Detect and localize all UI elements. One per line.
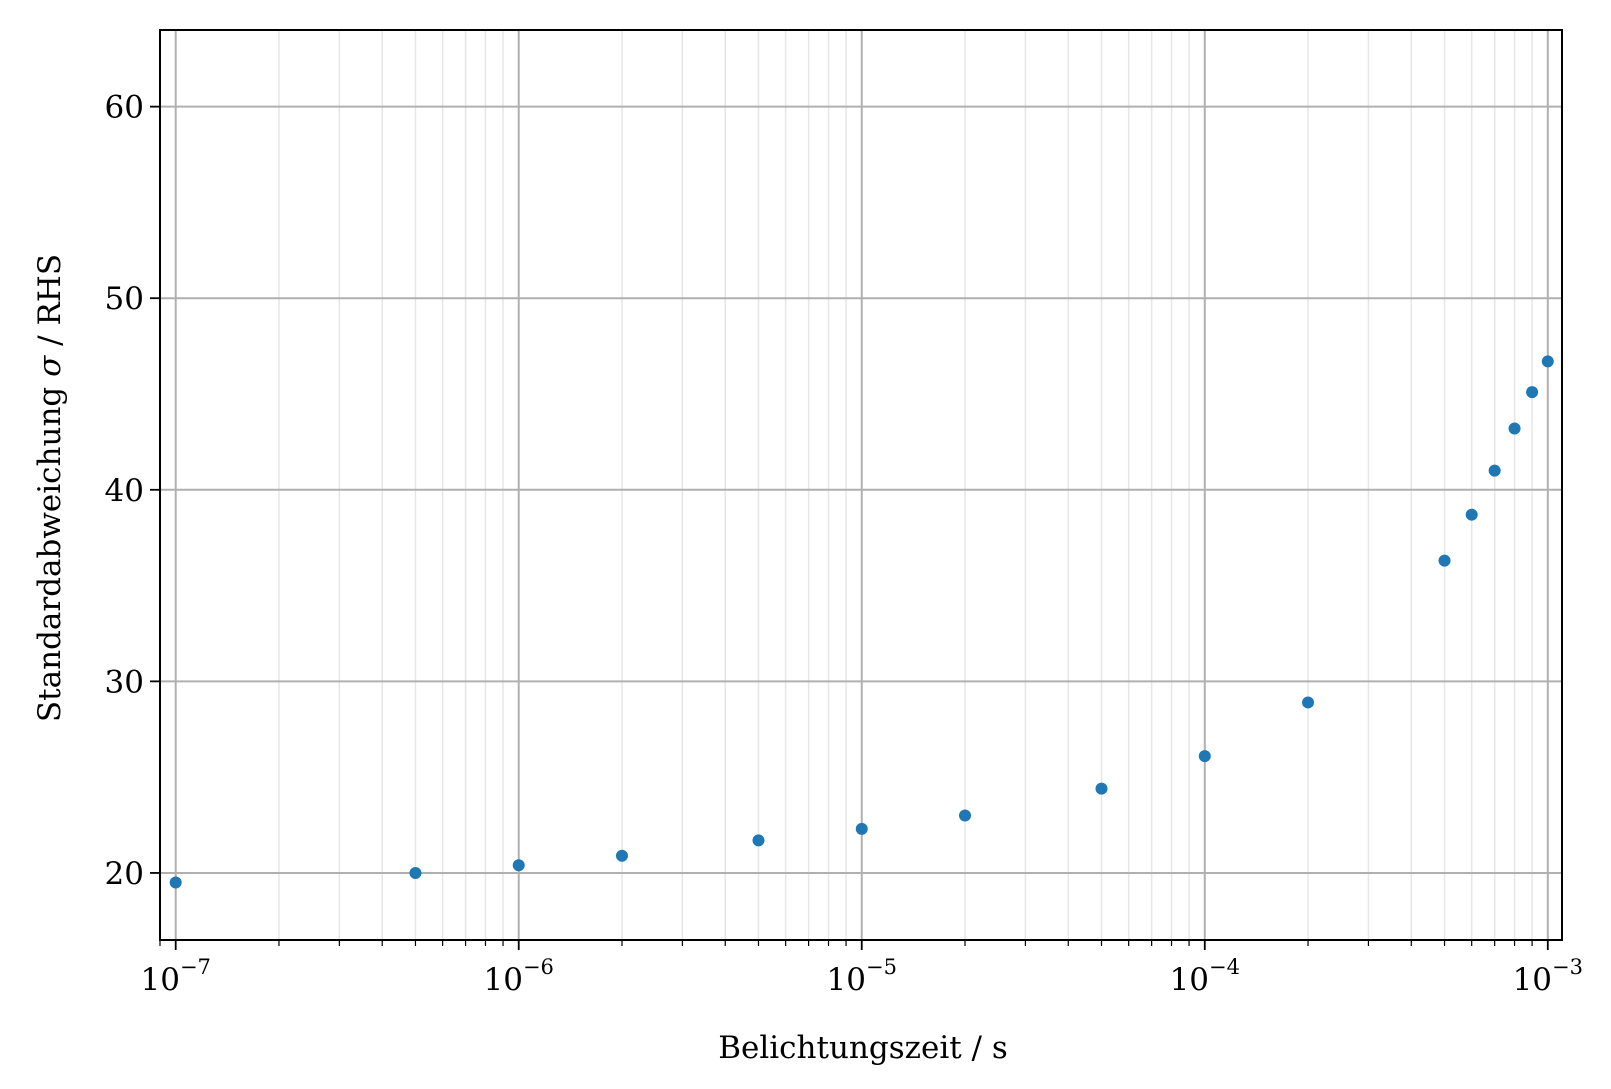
tick-marks bbox=[150, 105, 1549, 950]
data-point bbox=[169, 876, 182, 889]
data-point bbox=[855, 822, 868, 835]
y-tick-label: 50 bbox=[105, 281, 144, 317]
y-tick-label: 20 bbox=[105, 856, 144, 892]
data-point bbox=[1465, 508, 1478, 521]
data-point bbox=[1302, 696, 1315, 709]
y-axis-label: Standardabweichung σ / RHS bbox=[32, 254, 68, 722]
data-point bbox=[1488, 464, 1501, 477]
y-tick-label: 60 bbox=[105, 90, 144, 126]
x-tick-labels: 10−7 10−6 10−5 10−4 10−3 bbox=[140, 955, 1583, 998]
data-point bbox=[959, 809, 972, 822]
x-tick-label-exponent: −5 bbox=[866, 955, 897, 979]
y-tick-label: 40 bbox=[105, 473, 144, 509]
x-tick-label: 10−4 bbox=[1170, 955, 1240, 998]
y-axis-label-sigma: σ bbox=[32, 355, 68, 377]
x-axis-label: Belichtungszeit / s bbox=[718, 1030, 1008, 1066]
data-point bbox=[1095, 782, 1108, 795]
data-point bbox=[409, 866, 422, 879]
x-tick-label: 10−3 bbox=[1513, 955, 1583, 998]
data-point bbox=[1541, 355, 1554, 368]
y-axis-label-part-1: Standardabweichung bbox=[32, 377, 68, 722]
x-tick-label: 10−6 bbox=[484, 955, 554, 998]
data-point bbox=[512, 859, 525, 872]
x-tick-label-exponent: −6 bbox=[523, 955, 554, 979]
y-axis-label-part-2: / RHS bbox=[32, 254, 68, 356]
x-tick-label-exponent: −3 bbox=[1552, 955, 1583, 979]
x-tick-label-base: 10 bbox=[1170, 962, 1209, 998]
data-point bbox=[1198, 750, 1211, 763]
x-tick-label-exponent: −4 bbox=[1209, 955, 1240, 979]
y-tick-labels: 20 30 40 50 60 bbox=[105, 90, 144, 892]
x-tick-label-base: 10 bbox=[1513, 962, 1552, 998]
data-point bbox=[1526, 386, 1539, 399]
minor-gridlines bbox=[159, 30, 1533, 940]
major-gridlines bbox=[160, 30, 1562, 940]
x-tick-label-exponent: −7 bbox=[180, 955, 211, 979]
x-tick-label: 10−5 bbox=[827, 955, 897, 998]
x-tick-label-base: 10 bbox=[827, 962, 866, 998]
data-point bbox=[615, 849, 628, 862]
data-point bbox=[752, 834, 765, 847]
data-points bbox=[169, 355, 1554, 889]
data-point bbox=[1438, 554, 1451, 567]
x-tick-label: 10−7 bbox=[140, 955, 210, 998]
x-tick-label-base: 10 bbox=[484, 962, 523, 998]
y-tick-label: 30 bbox=[105, 664, 144, 700]
data-point bbox=[1508, 422, 1521, 435]
x-tick-label-base: 10 bbox=[140, 962, 179, 998]
